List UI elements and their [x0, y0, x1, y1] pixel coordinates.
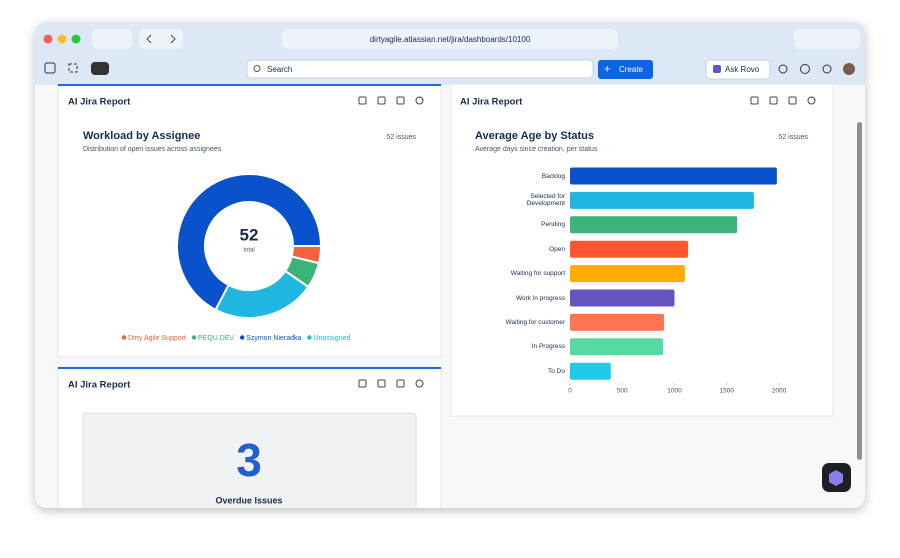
panel-action[interactable] [788, 96, 797, 105]
x-tick-label: 500 [617, 388, 628, 395]
rovo-icon [713, 65, 721, 73]
y-label-box: Pending [541, 221, 565, 229]
y-tick-label: Waiting for support [510, 270, 565, 278]
help[interactable] [800, 64, 810, 74]
y-label-box: Backlog [541, 172, 565, 180]
y-label-box: Selected for Development [526, 193, 565, 208]
y-label-box: Waiting for customer [505, 318, 565, 326]
issue-count: 52 issues [386, 134, 416, 141]
donut-center-label: total [243, 248, 254, 254]
donut-center-value: 52 [240, 225, 259, 244]
y-tick-label: Open [549, 245, 565, 253]
donut-slice [176, 173, 323, 312]
bar [570, 313, 665, 331]
y-tick-label: Waiting for customer [505, 318, 565, 326]
panel-action[interactable] [769, 96, 778, 105]
y-label-box: Waiting for support [510, 270, 565, 278]
search-icon [253, 65, 261, 72]
scrollbar[interactable] [857, 122, 862, 460]
close-button[interactable] [43, 34, 53, 44]
panel-accent [58, 367, 441, 369]
panel-title: AI Jira Report [68, 380, 131, 391]
panel-action[interactable] [396, 379, 405, 388]
panel-accent [58, 84, 441, 86]
metric-value: 3 [236, 434, 262, 486]
metric-label: Overdue Issues [215, 495, 282, 505]
create-button[interactable] [598, 60, 653, 79]
panel-title: AI Jira Report [460, 97, 523, 108]
panel-action[interactable] [415, 379, 424, 388]
y-label-box: Work in progress [515, 294, 565, 302]
rovo-chat-icon [829, 470, 843, 486]
avatar[interactable] [843, 63, 855, 75]
x-tick-label: 2000 [772, 388, 787, 395]
minimize-button[interactable] [57, 34, 67, 44]
panel-action[interactable] [358, 96, 367, 105]
y-label-box: To Do [548, 367, 565, 375]
y-tick-label: Backlog [541, 172, 565, 180]
bar [570, 240, 689, 258]
bar [570, 167, 777, 185]
bar [570, 338, 664, 356]
search-box[interactable] [246, 59, 594, 79]
y-label-box: Open [549, 245, 565, 253]
apps-grid[interactable] [68, 63, 78, 73]
bar [570, 216, 738, 234]
panel-action[interactable] [807, 96, 816, 105]
chart-title: Average Age by Status [475, 130, 594, 142]
y-tick-label: Pending [541, 221, 565, 229]
bar [570, 265, 685, 283]
panel-action[interactable] [377, 379, 386, 388]
bar [570, 191, 754, 209]
legend-swatch [239, 335, 245, 340]
chart-title: Workload by Assignee [83, 130, 200, 142]
zoom-button[interactable] [71, 34, 81, 44]
sidebar-button[interactable] [92, 29, 132, 49]
logo[interactable] [91, 62, 109, 75]
panel-action[interactable] [358, 379, 367, 388]
ask-rovo-label: Ask Rovo [725, 65, 760, 74]
create-label: Create [619, 65, 644, 74]
search-placeholder: Search [267, 65, 292, 74]
app-switch[interactable] [44, 62, 56, 74]
panel-action[interactable] [750, 96, 759, 105]
chart-subtitle: Distribution of open issues across assig… [83, 146, 222, 153]
x-tick-label: 1500 [720, 388, 735, 395]
x-tick-label: 1000 [667, 388, 682, 395]
y-tick-label: To Do [548, 367, 565, 375]
panel-action[interactable] [377, 96, 386, 105]
legend-swatch [307, 335, 312, 340]
panel-action[interactable] [415, 96, 424, 105]
settings[interactable] [822, 64, 832, 74]
address-bar[interactable] [282, 29, 618, 49]
legend-label: Szymon Nieradka [246, 335, 301, 342]
legend-label: Unassigned [313, 335, 350, 342]
y-tick-label: Work in progress [515, 294, 565, 302]
issue-count: 52 issues [778, 134, 808, 141]
ask-rovo-button[interactable] [705, 59, 771, 80]
legend-label: PEQU.DEV [198, 335, 235, 342]
y-tick-label: Selected for Development [526, 193, 565, 208]
bar [570, 362, 611, 380]
notifications[interactable] [778, 64, 788, 74]
browser-actions[interactable] [794, 29, 860, 49]
y-label-box: In Progress [531, 343, 565, 351]
chart-subtitle: Average days since creation, per status [475, 146, 598, 153]
plus-icon: + [604, 63, 610, 75]
nav-arrows [146, 34, 176, 44]
panel-title: AI Jira Report [68, 97, 131, 108]
url: dirtyagile.atlassian.net/jira/dashboards… [370, 35, 531, 44]
x-tick-label: 0 [568, 388, 572, 395]
legend-swatch [191, 335, 197, 340]
nav-buttons[interactable] [139, 29, 183, 49]
panel-action[interactable] [396, 96, 405, 105]
legend-swatch [121, 335, 127, 340]
y-tick-label: In Progress [531, 343, 565, 351]
legend-label: Dirty Agile Support [128, 335, 186, 342]
metric-card [82, 412, 417, 508]
bar [570, 289, 675, 307]
